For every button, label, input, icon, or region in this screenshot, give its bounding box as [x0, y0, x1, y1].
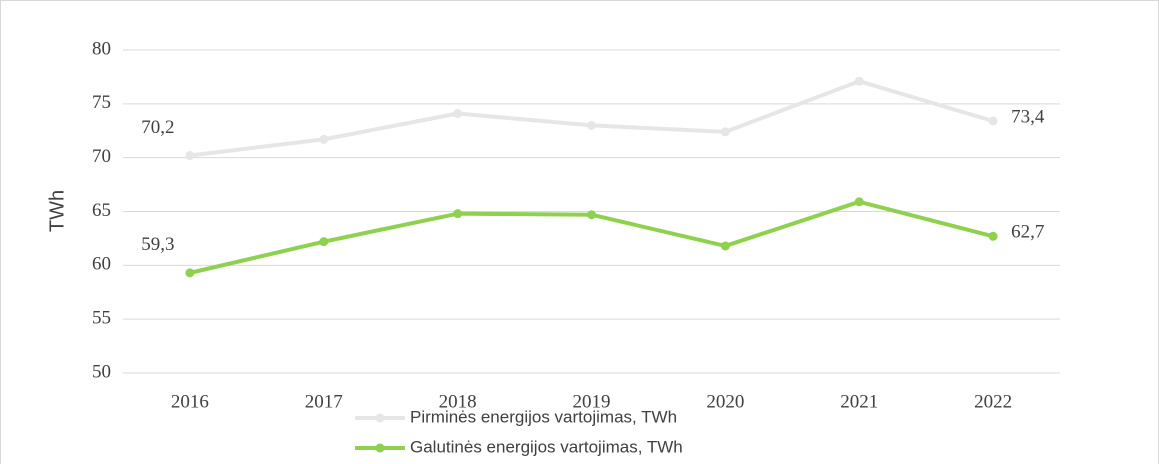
point — [185, 268, 195, 278]
data-label: 73,4 — [1011, 106, 1045, 127]
point — [988, 231, 998, 241]
x-tick-label: 2022 — [974, 391, 1012, 412]
x-tick-label: 2016 — [171, 391, 209, 412]
point — [453, 209, 463, 219]
point — [587, 210, 596, 220]
point — [587, 120, 596, 130]
point — [854, 197, 864, 207]
legend-label: Pirminės energijos vartojimas, TWh — [410, 407, 677, 426]
point — [854, 76, 864, 86]
point — [720, 241, 730, 251]
x-tick-label: 2021 — [840, 391, 878, 412]
x-tick-label: 2020 — [706, 391, 744, 412]
x-tick-label: 2018 — [439, 391, 477, 412]
y-tick-label: 65 — [92, 200, 111, 221]
y-axis-label: TWh — [46, 190, 68, 232]
y-tick-label: 70 — [92, 146, 111, 167]
y-tick-label: 55 — [92, 308, 111, 329]
data-label: 59,3 — [141, 234, 174, 255]
data-label: 70,2 — [141, 117, 174, 138]
legend-marker — [375, 443, 385, 453]
point — [453, 109, 463, 119]
point — [319, 134, 329, 144]
y-tick-label: 75 — [92, 92, 111, 113]
legend-marker — [375, 413, 385, 423]
y-tick-label: 60 — [92, 254, 111, 275]
data-label: 62,7 — [1011, 222, 1044, 243]
point — [988, 116, 998, 126]
x-tick-label: 2019 — [573, 391, 611, 412]
point — [720, 127, 730, 137]
point — [185, 151, 195, 161]
point — [319, 237, 329, 247]
y-tick-label: 50 — [92, 361, 111, 382]
legend-label: Galutinės energijos vartojimas, TWh — [410, 437, 683, 456]
series-line — [189, 79, 994, 158]
y-tick-label: 80 — [92, 38, 111, 59]
x-tick-label: 2017 — [305, 391, 343, 412]
